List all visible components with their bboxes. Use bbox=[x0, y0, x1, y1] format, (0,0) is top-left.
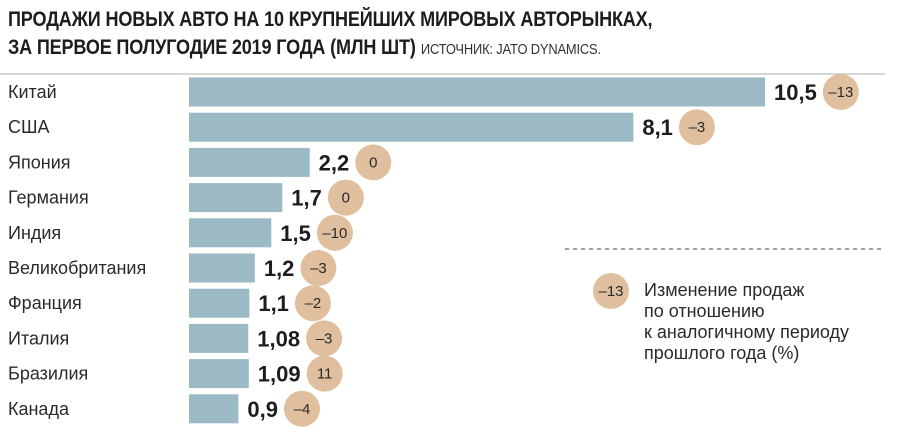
change-badge bbox=[316, 214, 353, 251]
bar-row: Италия 1,08 –3 bbox=[8, 320, 343, 357]
category-label: Китай bbox=[8, 82, 57, 102]
bar-row: Франция 1,1 –2 bbox=[8, 285, 331, 322]
chart-rows: Китай 10,5 –13 США 8,1 –3 Япония 2,2 0 Германия 1,… bbox=[8, 74, 859, 427]
value-label: 1,1 bbox=[258, 291, 289, 316]
category-label: Франция bbox=[8, 293, 82, 313]
chart-title-line-2: ЗА ПЕРВОЕ ПОЛУГОДИЕ 2019 ГОДА (МЛН ШТ) bbox=[8, 36, 416, 59]
legend-line-3: к аналогичному периоду bbox=[644, 322, 850, 342]
value-label: 1,5 bbox=[280, 221, 311, 246]
change-badge bbox=[822, 74, 859, 110]
value-label: 8,1 bbox=[642, 115, 673, 140]
value-label: 1,08 bbox=[257, 326, 300, 351]
category-label: Япония bbox=[8, 152, 71, 172]
change-badge bbox=[327, 179, 364, 216]
chart-title: ПРОДАЖИ НОВЫХ АВТО НА 10 КРУПНЕЙШИХ МИРО… bbox=[8, 8, 653, 32]
value-label: 1,2 bbox=[264, 256, 295, 281]
change-badge bbox=[306, 355, 343, 392]
legend-line-1: Изменение продаж bbox=[644, 280, 805, 300]
bar-row: Япония 2,2 0 bbox=[8, 144, 392, 181]
change-badge bbox=[300, 250, 337, 286]
bar bbox=[189, 253, 255, 283]
change-badge bbox=[355, 144, 392, 181]
bar bbox=[189, 394, 239, 424]
bar bbox=[189, 218, 272, 248]
category-label: Индия bbox=[8, 223, 61, 243]
bar bbox=[189, 183, 283, 213]
bar-row: США 8,1 –3 bbox=[8, 109, 715, 146]
bar bbox=[189, 77, 765, 107]
bar bbox=[189, 112, 634, 142]
change-label: –13 bbox=[828, 84, 853, 101]
bar-row: Германия 1,7 0 bbox=[8, 179, 364, 216]
value-label: 1,09 bbox=[258, 362, 301, 387]
legend-badge: –13 bbox=[593, 273, 629, 309]
change-label: –3 bbox=[310, 260, 327, 277]
change-label: 0 bbox=[342, 190, 350, 207]
chart-source: ИСТОЧНИК: JATO DYNAMICS. bbox=[420, 41, 601, 58]
bar-row: Китай 10,5 –13 bbox=[8, 74, 859, 110]
bar-row: Индия 1,5 –10 bbox=[8, 214, 353, 251]
change-badge bbox=[678, 109, 715, 146]
change-label: 11 bbox=[317, 366, 333, 383]
category-label: Италия bbox=[8, 328, 69, 348]
legend-badge-circle bbox=[593, 273, 629, 309]
change-badge bbox=[294, 285, 331, 322]
category-label: США bbox=[8, 117, 50, 137]
bar bbox=[189, 323, 249, 353]
value-label: 10,5 bbox=[774, 80, 817, 105]
category-label: Германия bbox=[8, 188, 89, 208]
change-label: –10 bbox=[322, 225, 347, 242]
bar-row: Канада 0,9 –4 bbox=[8, 390, 320, 427]
bar bbox=[189, 288, 250, 318]
chart-title-second-line: ЗА ПЕРВОЕ ПОЛУГОДИЕ 2019 ГОДА (МЛН ШТ) ИС… bbox=[8, 36, 601, 60]
change-label: –4 bbox=[294, 401, 311, 418]
change-label: –2 bbox=[305, 295, 322, 312]
bar bbox=[189, 147, 310, 177]
value-label: 0,9 bbox=[247, 397, 278, 422]
change-label: –3 bbox=[689, 119, 706, 136]
legend-badge-label: –13 bbox=[598, 283, 623, 300]
bar bbox=[189, 359, 249, 389]
bar-row: Великобритания 1,2 –3 bbox=[8, 250, 337, 286]
category-label: Великобритания bbox=[8, 258, 146, 278]
change-label: –3 bbox=[316, 330, 333, 347]
value-label: 1,7 bbox=[291, 186, 322, 211]
legend-line-4: прошлого года (%) bbox=[644, 343, 800, 363]
category-label: Канада bbox=[8, 399, 70, 419]
change-label: 0 bbox=[369, 154, 377, 171]
chart-rules bbox=[0, 73, 885, 250]
legend-line-2: по отношению bbox=[644, 301, 765, 321]
bar-row: Бразилия 1,09 11 bbox=[8, 355, 343, 392]
change-badge bbox=[306, 320, 343, 357]
change-badge bbox=[283, 390, 320, 427]
category-label: Бразилия bbox=[8, 364, 88, 384]
chart-title-line-1: ПРОДАЖИ НОВЫХ АВТО НА 10 КРУПНЕЙШИХ МИРО… bbox=[8, 8, 653, 31]
legend-text: Изменение продаж по отношению к аналогич… bbox=[644, 280, 894, 364]
value-label: 2,2 bbox=[319, 150, 350, 175]
